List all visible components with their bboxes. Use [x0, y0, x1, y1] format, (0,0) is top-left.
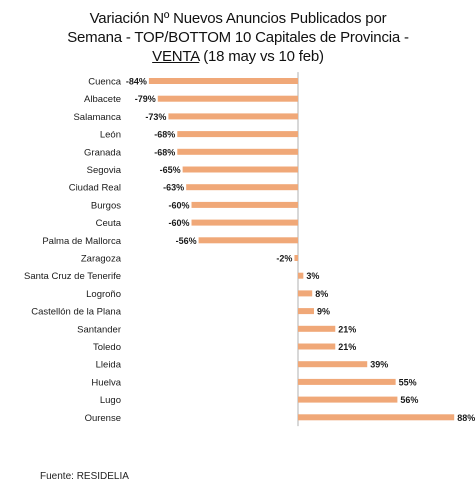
data-label: 21% [338, 342, 356, 352]
data-label: -68% [154, 147, 175, 157]
data-label: -73% [145, 112, 166, 122]
data-label: 88% [457, 413, 475, 423]
bar [298, 396, 398, 403]
data-label: -2% [276, 254, 292, 264]
bar [298, 290, 313, 297]
data-label: -60% [168, 218, 189, 228]
data-label: -65% [160, 165, 181, 175]
data-label: -79% [135, 94, 156, 104]
data-label: 56% [400, 395, 418, 405]
data-label: -68% [154, 130, 175, 140]
category-label: Granada [84, 147, 122, 158]
title-line-1: Variación Nº Nuevos Anuncios Publicados … [89, 10, 387, 27]
data-label: 55% [399, 377, 417, 387]
bar [198, 237, 298, 244]
bar [298, 361, 368, 368]
category-label: Logroño [86, 289, 121, 300]
chart-title: Variación Nº Nuevos Anuncios Publicados … [0, 9, 476, 66]
bar [298, 414, 455, 421]
category-label: Ciudad Real [69, 183, 121, 194]
category-label: Toledo [93, 342, 121, 353]
data-label: -56% [176, 236, 197, 246]
category-label: Lugo [100, 395, 121, 406]
bar [191, 201, 298, 208]
title-venta: VENTA [152, 48, 200, 65]
category-label: Santa Cruz de Tenerife [24, 271, 121, 282]
bar [177, 148, 298, 155]
bar [294, 255, 298, 261]
bar [191, 219, 298, 226]
title-period: (18 may vs 10 feb) [199, 48, 324, 65]
data-label: -63% [163, 183, 184, 193]
title-line-2: Semana - TOP/BOTTOM 10 Capitales de Prov… [67, 29, 409, 46]
data-label: -60% [168, 200, 189, 210]
data-label: 3% [306, 271, 319, 281]
category-label: Santander [77, 324, 121, 335]
category-label: Salamanca [73, 112, 121, 123]
bar [168, 113, 298, 120]
category-label: Zaragoza [81, 254, 122, 265]
bar [157, 95, 298, 102]
data-label: 21% [338, 324, 356, 334]
category-label: León [100, 130, 121, 141]
title-line-3: VENTA (18 may vs 10 feb) [0, 47, 476, 66]
data-label: 9% [317, 307, 330, 317]
bar [186, 184, 298, 191]
bar [177, 131, 298, 138]
category-label: Albacete [84, 94, 121, 105]
bar [148, 78, 298, 84]
category-label: Burgos [91, 200, 121, 211]
category-label: Segovia [87, 165, 122, 176]
data-label: 39% [370, 360, 388, 370]
data-label: 8% [315, 289, 328, 299]
category-label: Castellón de la Plana [31, 307, 121, 318]
bar [298, 343, 336, 350]
data-label: -84% [126, 77, 147, 87]
category-label: Lleida [96, 360, 122, 371]
category-label: Cuenca [88, 77, 121, 88]
category-label: Ourense [85, 413, 121, 424]
category-label: Ceuta [96, 218, 122, 229]
bar [298, 378, 396, 385]
category-label: Huelva [91, 377, 121, 388]
bar [298, 325, 336, 332]
bar [298, 272, 304, 279]
bar [182, 166, 298, 173]
category-label: Palma de Mallorca [42, 236, 121, 247]
source-note: Fuente: RESIDELIA [40, 471, 129, 482]
bar [298, 308, 314, 315]
